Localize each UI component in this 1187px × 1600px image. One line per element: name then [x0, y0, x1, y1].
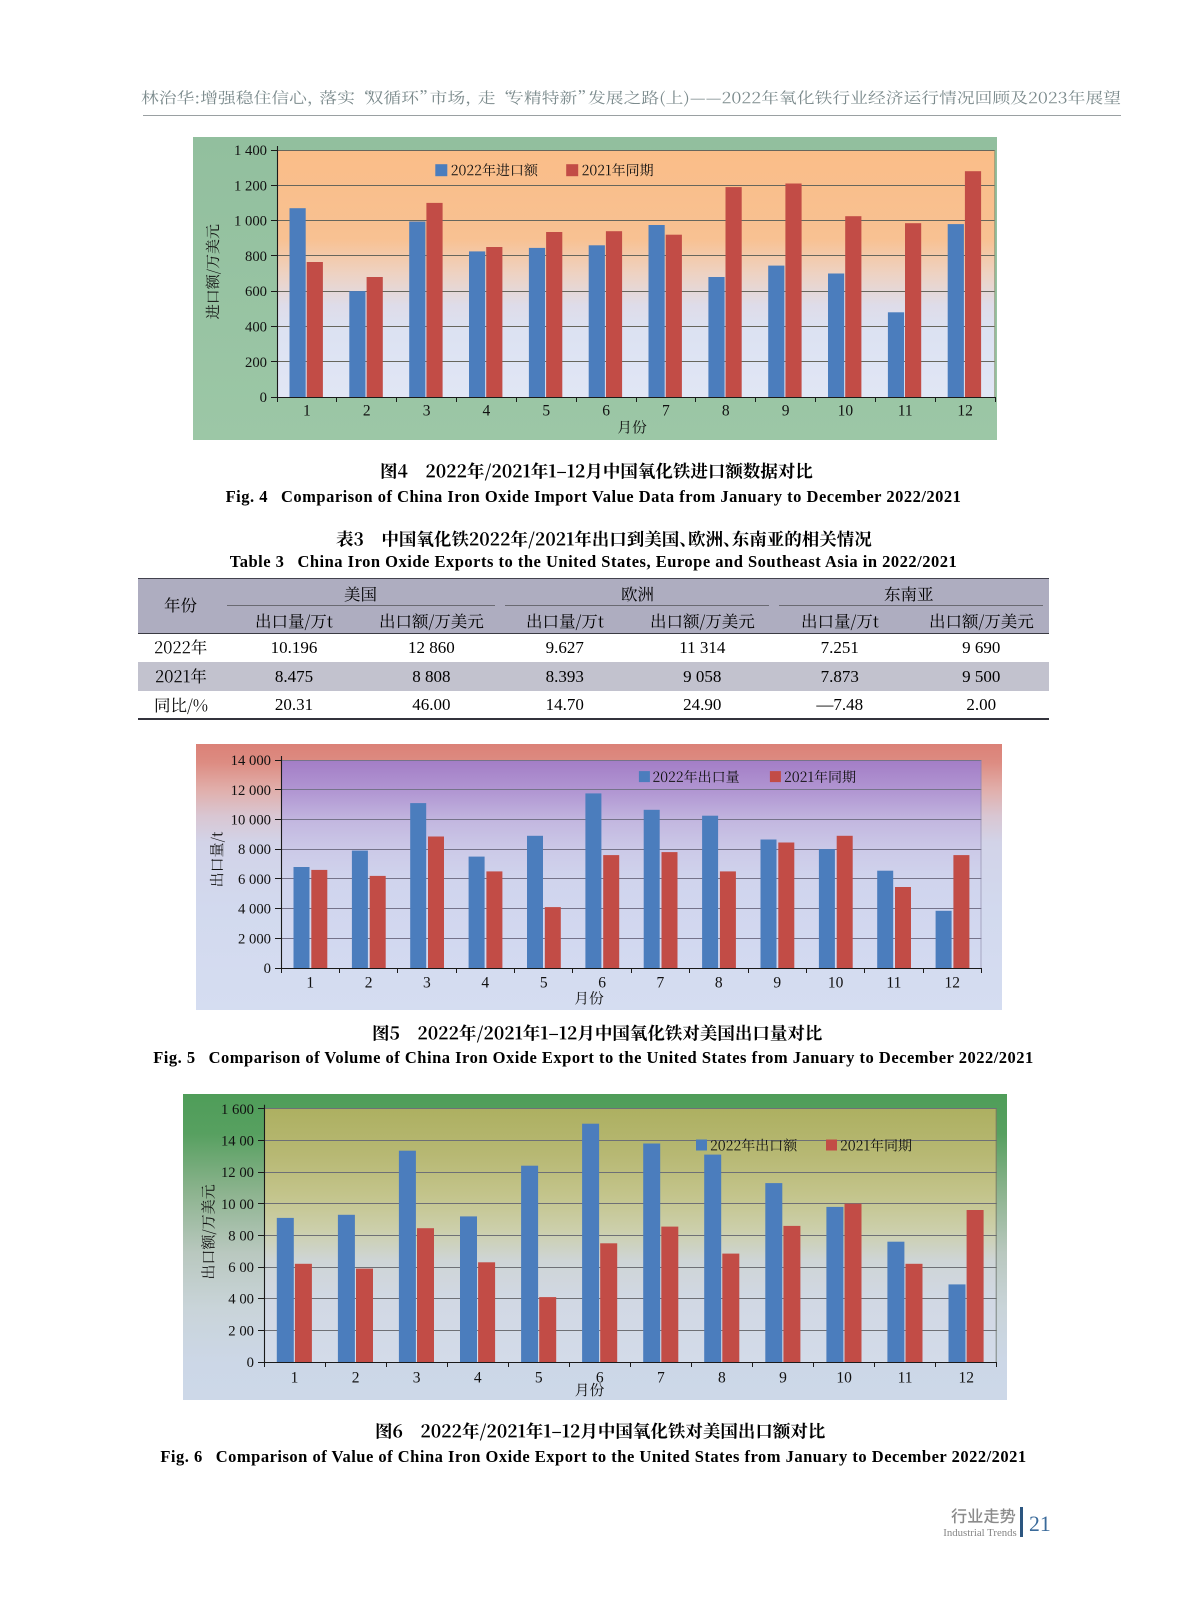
svg-text:10: 10 [838, 403, 854, 420]
svg-text:10: 10 [836, 1369, 852, 1386]
svg-text:2 00: 2 00 [228, 1323, 254, 1339]
svg-text:1 400: 1 400 [234, 143, 267, 159]
svg-text:6: 6 [596, 1369, 604, 1386]
svg-text:7: 7 [657, 1369, 665, 1386]
svg-text:6 000: 6 000 [238, 872, 271, 888]
svg-text:1: 1 [306, 974, 314, 991]
svg-text:0: 0 [260, 390, 267, 406]
svg-text:11: 11 [898, 1369, 913, 1386]
svg-text:1 000: 1 000 [234, 214, 267, 230]
svg-text:5: 5 [542, 403, 550, 420]
svg-text:800: 800 [245, 249, 267, 265]
svg-text:9: 9 [782, 403, 790, 420]
svg-text:1: 1 [291, 1369, 299, 1386]
svg-text:6: 6 [602, 403, 610, 420]
svg-text:12: 12 [945, 974, 961, 991]
svg-text:3: 3 [423, 974, 431, 991]
svg-text:600: 600 [245, 284, 267, 300]
svg-text:8: 8 [715, 974, 723, 991]
svg-text:0: 0 [247, 1355, 254, 1371]
svg-text:4 00: 4 00 [228, 1292, 254, 1308]
svg-text:7: 7 [662, 403, 670, 420]
svg-text:3: 3 [423, 403, 431, 420]
svg-text:14 00: 14 00 [221, 1133, 254, 1149]
svg-text:10 00: 10 00 [221, 1197, 254, 1213]
svg-text:12 00: 12 00 [221, 1165, 254, 1181]
svg-text:2: 2 [363, 403, 371, 420]
svg-text:10: 10 [828, 974, 844, 991]
svg-text:4: 4 [483, 403, 491, 420]
svg-text:8: 8 [722, 403, 730, 420]
svg-text:2: 2 [365, 974, 373, 991]
svg-text:0: 0 [264, 961, 271, 977]
svg-text:3: 3 [413, 1369, 421, 1386]
svg-text:12: 12 [957, 403, 973, 420]
svg-text:7: 7 [657, 974, 665, 991]
svg-text:1: 1 [303, 403, 311, 420]
svg-text:11: 11 [898, 403, 913, 420]
svg-text:9: 9 [773, 974, 781, 991]
svg-text:9: 9 [779, 1369, 787, 1386]
svg-text:12 000: 12 000 [231, 783, 271, 799]
svg-text:200: 200 [245, 355, 267, 371]
svg-text:8: 8 [718, 1369, 726, 1386]
svg-text:8 000: 8 000 [238, 842, 271, 858]
svg-text:400: 400 [245, 320, 267, 336]
svg-text:2: 2 [352, 1369, 360, 1386]
svg-text:4: 4 [481, 974, 489, 991]
svg-text:1 600: 1 600 [221, 1102, 254, 1118]
svg-text:11: 11 [886, 974, 901, 991]
svg-text:6: 6 [598, 974, 606, 991]
svg-text:5: 5 [535, 1369, 543, 1386]
svg-text:5: 5 [540, 974, 548, 991]
svg-text:12: 12 [958, 1369, 974, 1386]
svg-text:6 00: 6 00 [228, 1260, 254, 1276]
svg-text:4 000: 4 000 [238, 902, 271, 918]
svg-text:8 00: 8 00 [228, 1228, 254, 1244]
svg-text:4: 4 [474, 1369, 482, 1386]
svg-text:10 000: 10 000 [231, 813, 271, 829]
svg-text:14 000: 14 000 [231, 753, 271, 769]
svg-text:1 200: 1 200 [234, 178, 267, 194]
svg-text:2 000: 2 000 [238, 931, 271, 947]
